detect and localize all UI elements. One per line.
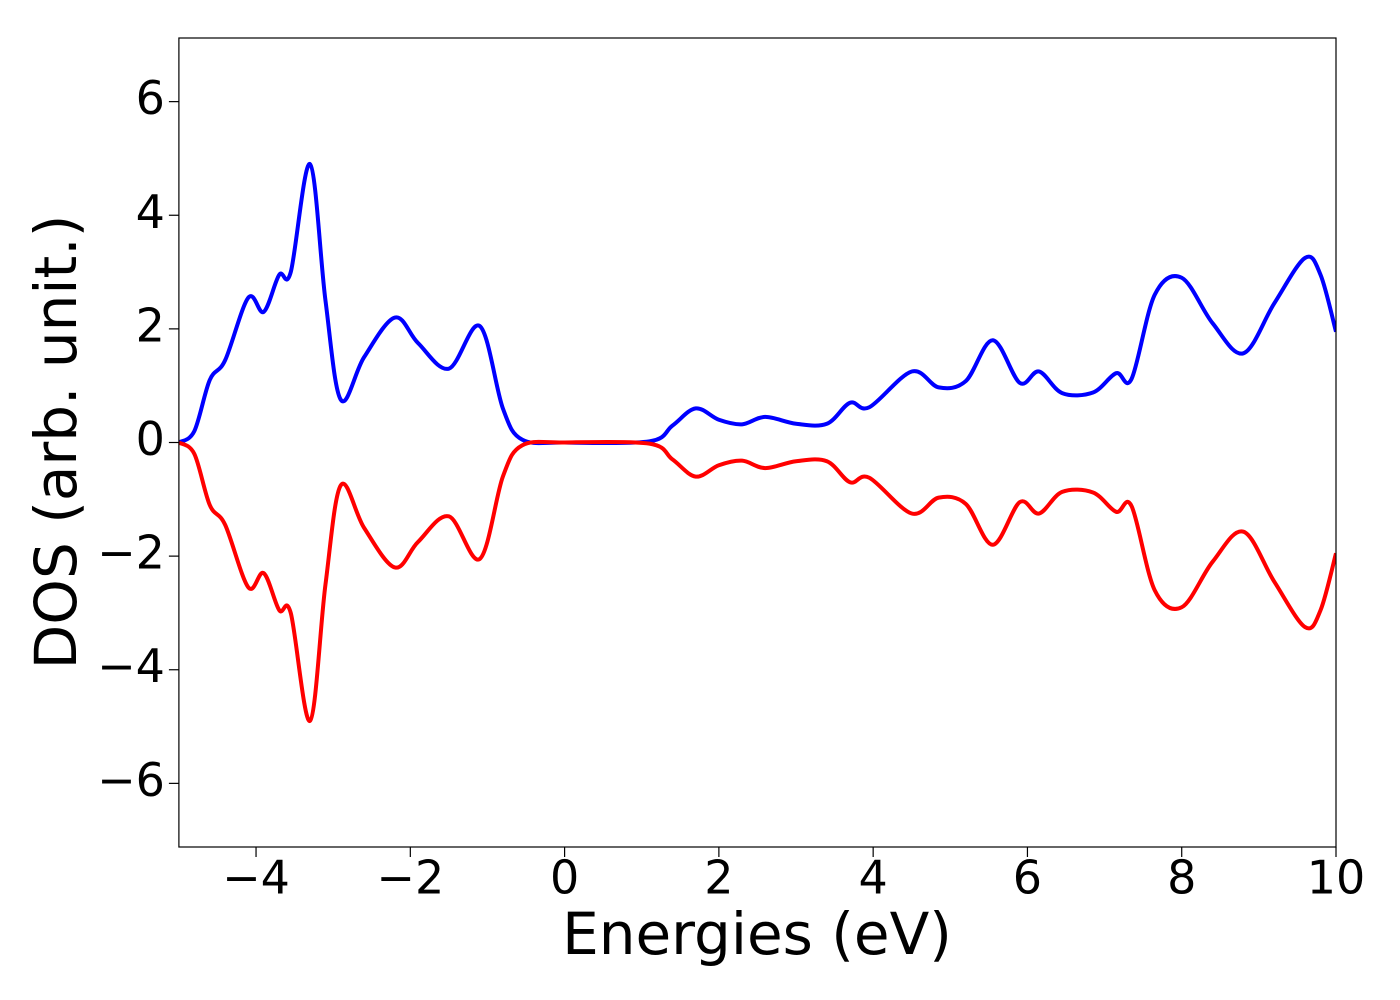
x-tick-label: 10 — [1307, 851, 1366, 905]
x-tick-label: 4 — [859, 851, 888, 905]
y-tick-label: −2 — [97, 526, 165, 580]
x-tick-label: −4 — [222, 851, 290, 905]
x-tick-label: 0 — [550, 851, 579, 905]
x-tick-label: 2 — [704, 851, 733, 905]
x-axis-label: Energies (eV) — [562, 900, 952, 968]
x-tick-label: 6 — [1013, 851, 1042, 905]
y-tick-label: −6 — [97, 753, 165, 807]
x-tick-label: 8 — [1167, 851, 1196, 905]
y-tick-label: 2 — [136, 298, 165, 352]
y-tick-label: −4 — [97, 639, 165, 693]
y-tick-label: 4 — [136, 185, 165, 239]
y-axis-label: DOS (arb. unit.) — [22, 215, 90, 670]
data-line — [178, 439, 1336, 723]
y-tick-label: 6 — [136, 71, 165, 125]
y-tick-label: 0 — [136, 412, 165, 466]
data-line — [178, 162, 1336, 446]
plot-frame — [178, 37, 1337, 848]
x-tick-label: −2 — [376, 851, 444, 905]
